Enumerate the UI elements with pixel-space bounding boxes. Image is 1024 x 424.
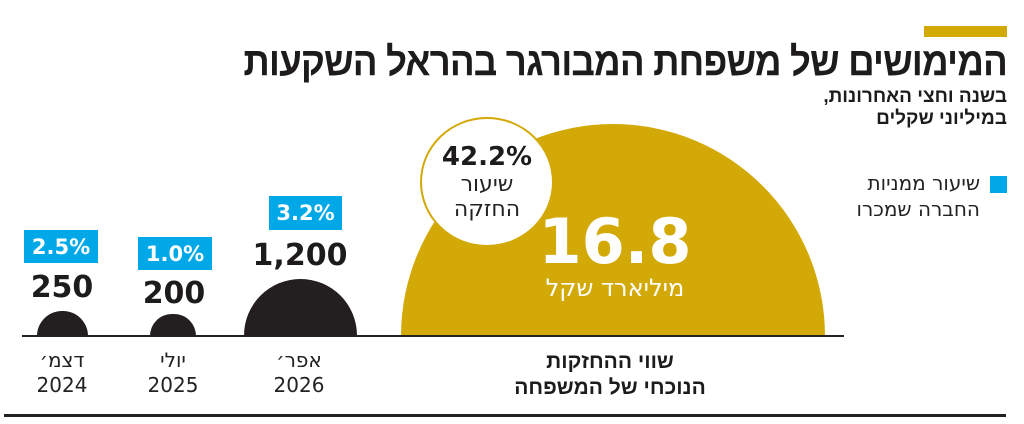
sale-pct-badge: 1.0% bbox=[138, 237, 212, 270]
sale-value: 200 bbox=[142, 276, 206, 311]
holding-pct-label-1: שיעור bbox=[460, 172, 514, 197]
x-label-month: יולי bbox=[160, 348, 186, 372]
chart-title: המימושים של משפחת המבורגר בהראל השקעות bbox=[243, 40, 1008, 84]
sale-value: 250 bbox=[30, 270, 94, 305]
baseline bbox=[22, 335, 844, 337]
accent-bar bbox=[924, 26, 1007, 37]
chart-subtitle: בשנה וחצי האחרונות, במיליוני שקלים bbox=[823, 86, 1007, 130]
x-label: דצמ׳ 2024 bbox=[22, 348, 102, 398]
x-label-month: דצמ׳ bbox=[39, 348, 85, 372]
subtitle-line-2: במיליוני שקלים bbox=[876, 108, 1007, 129]
holdings-value-group: 16.8 מיליארד שקל bbox=[500, 205, 730, 303]
holdings-unit: מיליארד שקל bbox=[545, 274, 685, 302]
subtitle-line-1: בשנה וחצי האחרונות, bbox=[823, 86, 1007, 107]
sale-value: 1,200 bbox=[252, 238, 348, 273]
holding-pct: 42.2% bbox=[441, 142, 533, 172]
sale-pct-badge: 2.5% bbox=[24, 230, 98, 263]
sale-pct-badge: 3.2% bbox=[269, 196, 342, 230]
holdings-category-label: שווי ההחזקות הנוכחי של המשפחה bbox=[460, 349, 760, 401]
sale-dome bbox=[37, 311, 88, 336]
x-label: יולי 2025 bbox=[133, 348, 213, 398]
holdings-value: 16.8 bbox=[538, 205, 692, 278]
x-label-year: 2024 bbox=[36, 373, 88, 397]
legend-swatch-icon bbox=[990, 176, 1007, 193]
holding-pct-label-2: החזקה bbox=[453, 197, 521, 222]
legend: שיעור ממניות החברה שמכרו bbox=[857, 170, 1007, 222]
holdings-category-line-2: הנוכחי של המשפחה bbox=[514, 376, 706, 399]
holdings-category-line-1: שווי ההחזקות bbox=[546, 350, 674, 373]
sale-dome bbox=[244, 279, 357, 336]
bottom-rule bbox=[4, 414, 1006, 417]
x-label: אפר׳ 2026 bbox=[259, 348, 339, 398]
legend-label: שיעור ממניות החברה שמכרו bbox=[857, 170, 980, 222]
legend-label-line-1: שיעור ממניות bbox=[867, 171, 981, 195]
x-label-month: אפר׳ bbox=[276, 348, 322, 372]
x-label-year: 2026 bbox=[273, 373, 325, 397]
legend-label-line-2: החברה שמכרו bbox=[856, 197, 980, 221]
x-label-year: 2025 bbox=[147, 373, 199, 397]
sale-dome bbox=[150, 314, 196, 336]
holding-pct-circle: 42.2% שיעור החזקה bbox=[420, 117, 554, 247]
